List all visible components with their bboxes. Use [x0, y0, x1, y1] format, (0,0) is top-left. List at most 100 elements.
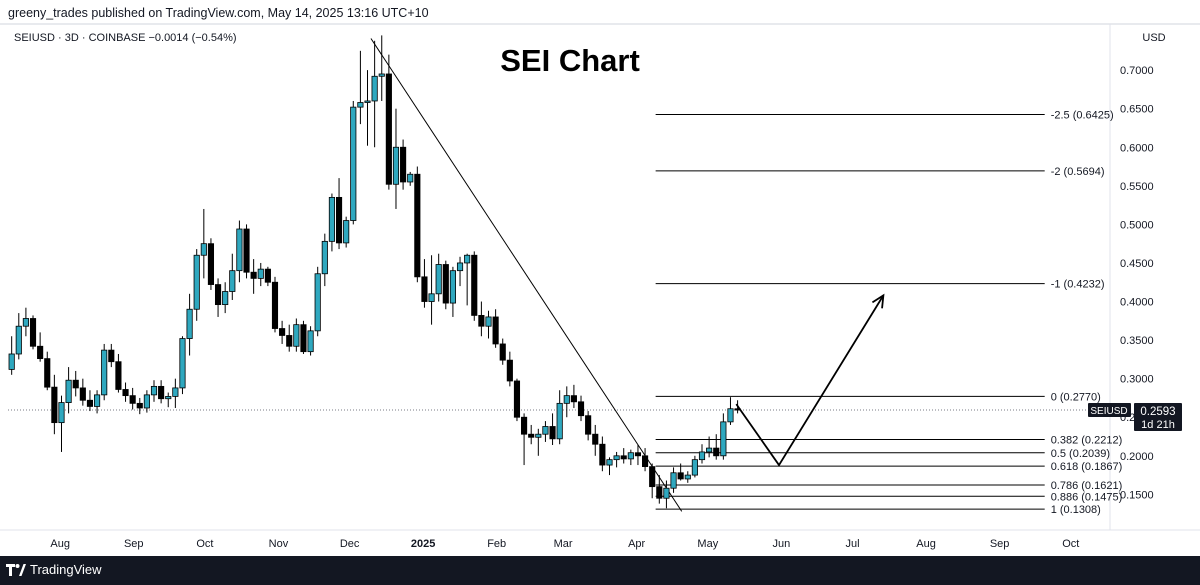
- candle-body: [51, 386, 58, 424]
- x-tick-label: Jun: [772, 538, 790, 550]
- chart-title: SEI Chart: [500, 43, 640, 78]
- candle-body: [129, 395, 136, 404]
- fib-level-label: 0 (0.2770): [1051, 391, 1101, 403]
- candle-body: [563, 395, 570, 404]
- candle-down: [72, 370, 79, 397]
- candle-down: [521, 413, 528, 466]
- candle-up: [236, 220, 243, 283]
- candle-body: [236, 228, 243, 272]
- candle-down: [570, 384, 577, 408]
- candle-body: [293, 324, 300, 347]
- candle-body: [29, 318, 37, 347]
- candle-down: [713, 434, 720, 460]
- candle-body: [577, 401, 585, 417]
- candle-body: [385, 73, 392, 185]
- candle-body: [115, 361, 122, 390]
- fib-level-label: 0.382 (0.2212): [1051, 434, 1123, 446]
- candle-body: [321, 240, 328, 275]
- candle-up: [627, 449, 634, 466]
- candle-body: [428, 293, 435, 302]
- candle-up: [684, 471, 691, 483]
- candle-body: [243, 228, 250, 273]
- candle-up: [222, 282, 229, 314]
- candle-body: [37, 345, 44, 360]
- price-tag-countdown: 1d 21h: [1141, 419, 1175, 431]
- candle-body: [642, 455, 649, 468]
- candle-up: [485, 310, 492, 339]
- candle-down: [634, 445, 642, 466]
- candle-up: [720, 413, 727, 460]
- candle-up: [58, 395, 65, 452]
- candle-body: [257, 268, 264, 279]
- candle-body: [613, 455, 620, 461]
- candle-body: [414, 173, 421, 278]
- candle-body: [165, 396, 172, 400]
- candle-down: [214, 278, 222, 317]
- candle-down: [108, 343, 115, 368]
- candle-down: [528, 424, 535, 445]
- candle-body: [585, 415, 592, 435]
- candle-up: [150, 380, 158, 402]
- candle-body: [677, 472, 684, 480]
- candle-down: [549, 413, 556, 446]
- x-tick-label: Dec: [340, 538, 360, 550]
- candle-body: [691, 459, 698, 476]
- candle-down: [129, 387, 136, 410]
- candle-body: [158, 385, 165, 400]
- candle-up: [8, 336, 15, 375]
- candle-down: [400, 139, 407, 190]
- candle-down: [279, 320, 286, 344]
- candle-body: [328, 196, 335, 242]
- candle-up: [172, 378, 179, 408]
- x-tick-label: Aug: [50, 538, 70, 550]
- candle-down: [271, 276, 279, 333]
- y-tick-label: 0.6000: [1120, 142, 1154, 154]
- candle-body: [314, 273, 321, 332]
- candle-body: [371, 75, 378, 102]
- candle-body: [172, 387, 179, 397]
- candle-body: [22, 318, 29, 327]
- candle-body: [499, 343, 506, 361]
- candle-body: [570, 395, 577, 403]
- candle-body: [535, 433, 542, 438]
- candle-down: [620, 448, 627, 464]
- candle-body: [713, 447, 720, 457]
- candle-up: [15, 313, 22, 360]
- candle-up: [229, 253, 236, 300]
- candle-body: [407, 173, 414, 183]
- price-chart[interactable]: -2.5 (0.6425) -2 (0.5694) -1 (0.4232) 0 (0.…: [0, 0, 1200, 556]
- y-tick-label: 0.4000: [1120, 297, 1154, 309]
- candle-up: [321, 233, 328, 287]
- candle-body: [684, 474, 691, 480]
- candle-body: [15, 325, 22, 355]
- x-tick-label: 2025: [411, 538, 435, 550]
- candle-up: [328, 193, 335, 252]
- candle-up: [606, 457, 613, 476]
- candle-body: [122, 389, 129, 397]
- candle-body: [44, 358, 51, 388]
- y-tick-label: 0.3000: [1120, 374, 1154, 386]
- candle-body: [506, 359, 513, 382]
- candle-down: [677, 463, 684, 481]
- candle-body: [670, 472, 677, 489]
- candle-up: [556, 390, 563, 445]
- candle-down: [136, 397, 143, 415]
- y-tick-label: 0.1500: [1120, 489, 1154, 501]
- candle-body: [136, 402, 143, 409]
- candle-body: [492, 316, 499, 345]
- candle-body: [542, 426, 549, 435]
- candle-down: [471, 251, 478, 321]
- candle-body: [58, 402, 65, 424]
- candle-body: [264, 268, 271, 283]
- x-tick-label: May: [697, 538, 718, 550]
- candle-body: [656, 486, 663, 499]
- candle-body: [549, 426, 556, 440]
- y-tick-label: 0.7000: [1120, 65, 1154, 77]
- fib-level-label: 0.5 (0.2039): [1051, 448, 1110, 460]
- candle-body: [698, 451, 706, 461]
- descending-trendline: [370, 38, 683, 512]
- candle-up: [698, 444, 706, 464]
- candle-up: [165, 392, 172, 408]
- candle-body: [627, 452, 634, 460]
- x-tick-label: Sep: [124, 538, 144, 550]
